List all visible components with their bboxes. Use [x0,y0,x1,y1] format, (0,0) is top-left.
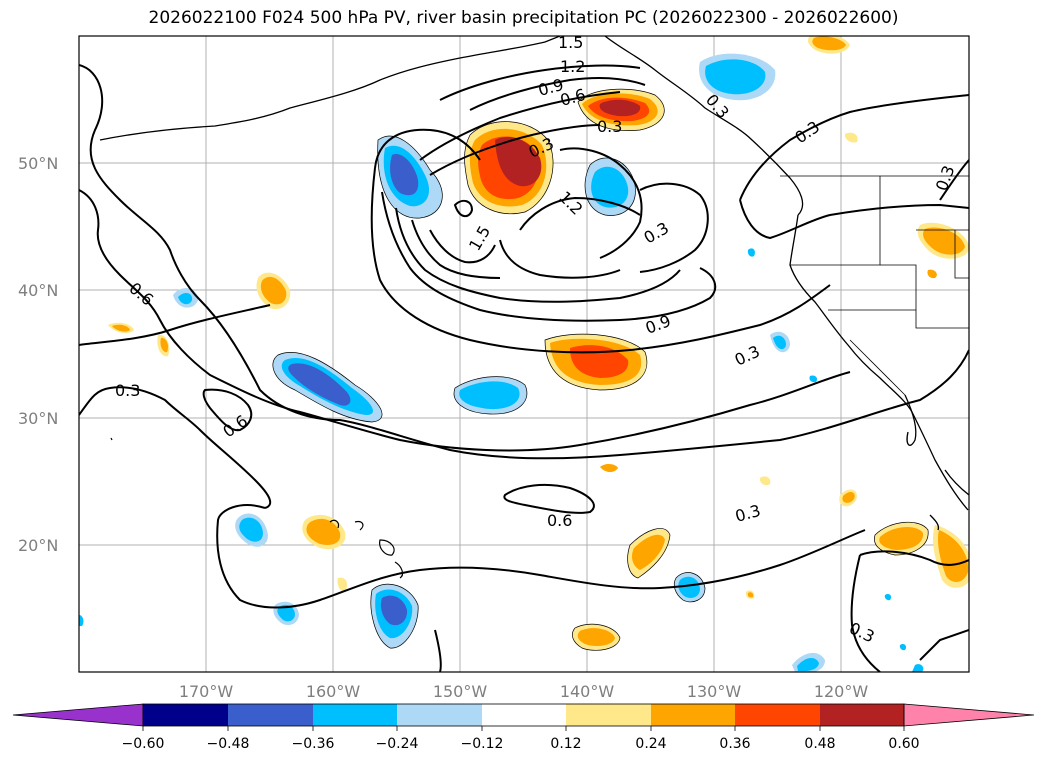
lat-label: 40°N [18,281,58,300]
colorbar-segment [397,704,482,726]
colorbar-extend-max [903,703,1035,727]
colorbar-segment [566,704,651,726]
colorbar-segment [820,704,904,726]
lon-label: 160°W [306,682,361,701]
colorbar-tick-label: −0.36 [292,736,335,752]
borders [780,175,969,396]
lon-label: 150°W [433,682,488,701]
pv-contours [79,64,969,672]
longitude-axis: 170°W 160°W 150°W 140°W 130°W 120°W [179,682,869,701]
map-frame [78,35,970,673]
colorbar-tick-label: 0.12 [550,736,581,752]
colorbar-extend-min [12,703,144,727]
lat-label: 20°N [18,536,58,555]
colorbar-tick-label: 0.60 [888,736,919,752]
coastlines [99,36,969,531]
colorbar-outline [142,703,905,727]
colorbar-tick-label: 0.24 [635,736,666,752]
colorbar-tick-label: −0.24 [376,736,419,752]
islands [110,437,404,579]
colorbar-segment [651,704,735,726]
colorbar-segment [143,704,228,726]
contour-label: 0.3 [115,381,140,400]
colorbar-tick-label: 0.36 [719,736,750,752]
lat-label: 50°N [18,154,58,173]
colorbar-tick-label: −0.12 [461,736,504,752]
negative-precip-anomalies [79,53,924,672]
contour-label: 1.5 [558,33,583,52]
contour-label: 1.2 [560,57,585,76]
colorbar-segment [482,704,566,726]
contour-label: 0.3 [597,117,622,136]
colorbar-segment [313,704,397,726]
colorbar: −0.60 −0.48 −0.36 −0.24 −0.12 0.12 0.24 0.36 0.4… [12,703,1035,752]
colorbar-tick-label: −0.48 [207,736,250,752]
colorbar-segment [228,704,313,726]
colorbar-tick-label: −0.60 [122,736,165,752]
map-title: 2026022100 F024 500 hPa PV, river basin … [148,8,899,28]
contour-label: 0.6 [547,511,572,530]
lat-label: 30°N [18,409,58,428]
lon-label: 140°W [560,682,615,701]
lon-label: 120°W [814,682,869,701]
latitude-axis: 50°N 40°N 30°N 20°N [18,154,58,555]
colorbar-segment [735,704,820,726]
lon-label: 130°W [687,682,742,701]
lon-label: 170°W [179,682,234,701]
colorbar-tick-label: 0.48 [804,736,835,752]
